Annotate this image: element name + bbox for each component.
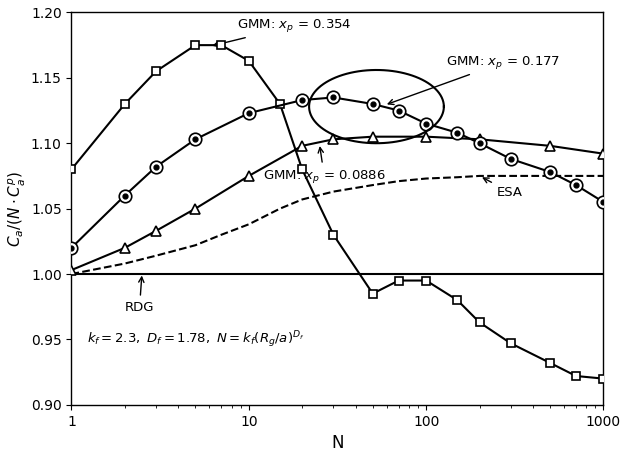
Text: GMM: $x_p$ = 0.177: GMM: $x_p$ = 0.177 (388, 54, 560, 105)
Text: ESA: ESA (484, 178, 522, 199)
X-axis label: N: N (331, 434, 344, 452)
Text: RDG: RDG (125, 277, 154, 313)
Y-axis label: $C_a/(N\cdot C^p_a)$: $C_a/(N\cdot C^p_a)$ (7, 170, 28, 247)
Text: GMM: $x_p$ = 0.0886: GMM: $x_p$ = 0.0886 (263, 147, 386, 185)
Text: GMM: $x_p$ = 0.354: GMM: $x_p$ = 0.354 (214, 17, 351, 47)
Text: $k_f = 2.3,\ D_f = 1.78,\ N = k_f(R_g/a)^{D_f}$: $k_f = 2.3,\ D_f = 1.78,\ N = k_f(R_g/a)… (87, 329, 305, 350)
